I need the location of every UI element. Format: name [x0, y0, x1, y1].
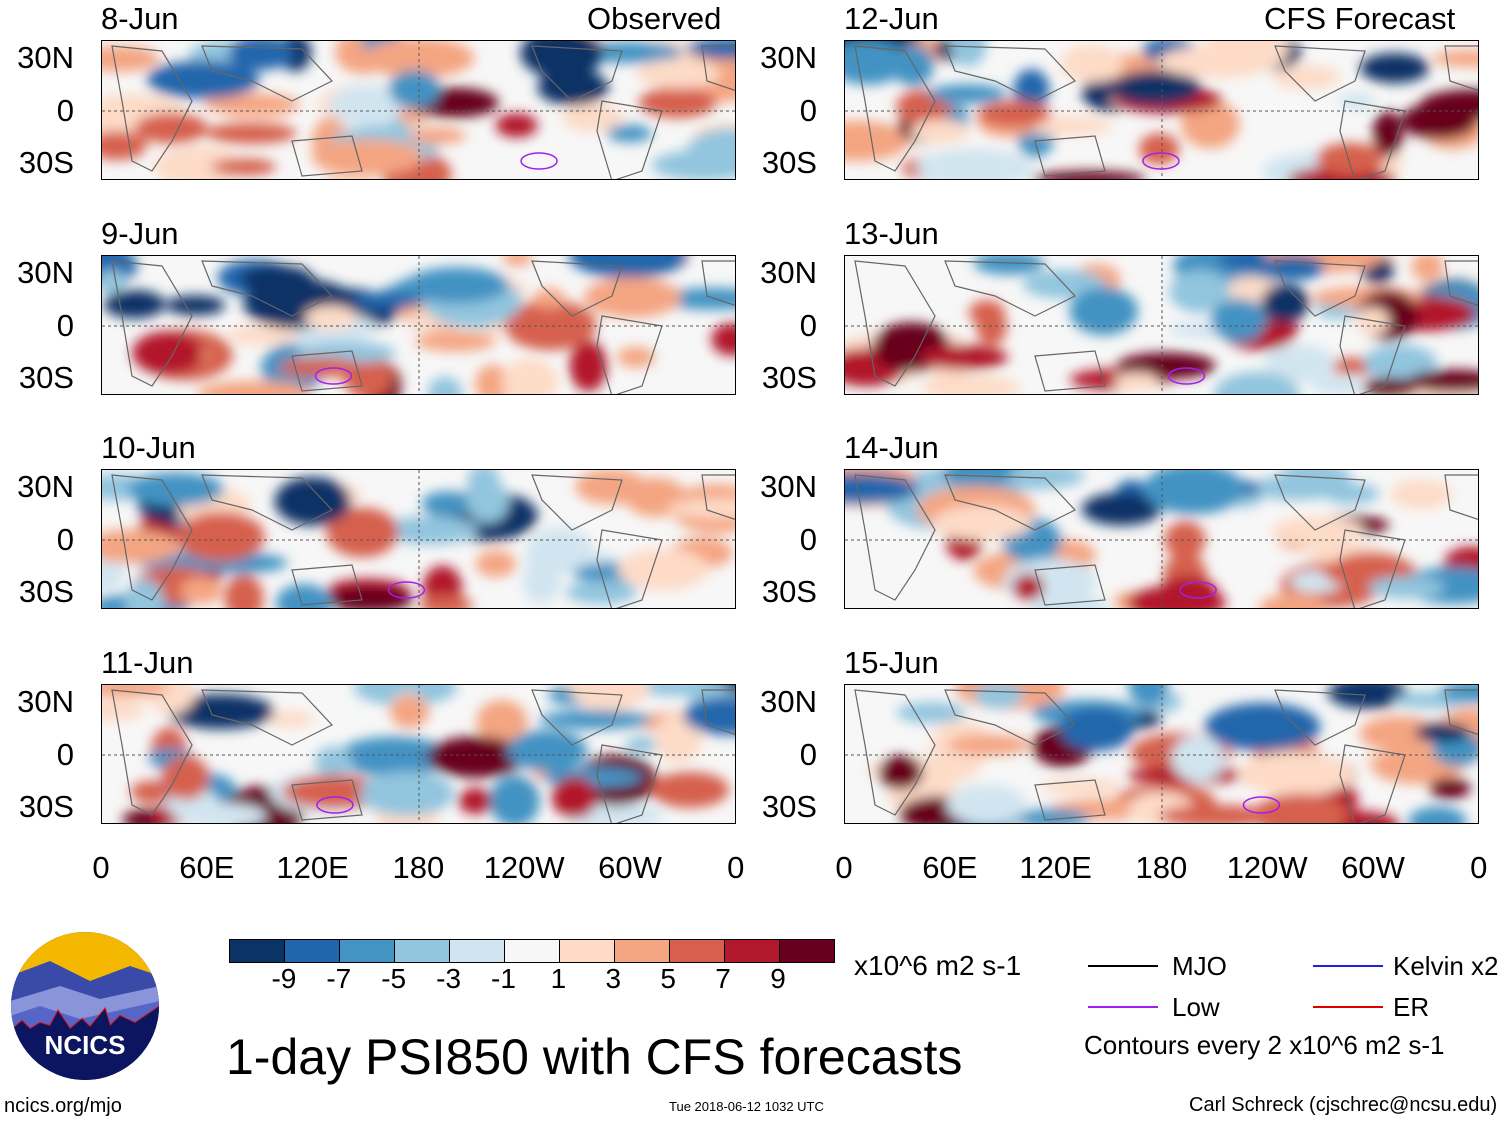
colorbar-label: 7 — [715, 963, 731, 994]
lon-label: 120E — [1019, 850, 1092, 885]
panel-date: 9-Jun — [101, 216, 179, 251]
lat-label: 0 — [56, 308, 74, 343]
observed-label: Observed — [587, 1, 722, 36]
panel-date: 14-Jun — [844, 430, 939, 465]
colorbar-label: -9 — [271, 963, 297, 994]
lon-label: 120W — [1226, 850, 1308, 885]
lat-label: 30N — [17, 255, 74, 290]
lat-label: 30S — [18, 574, 74, 609]
colorbar-label: 1 — [550, 963, 567, 994]
lat-label: 30N — [17, 40, 74, 75]
lat-label: 30N — [17, 469, 74, 504]
map-panel — [844, 684, 1479, 824]
map-panel — [844, 255, 1479, 395]
figure-title: 1-day PSI850 with CFS forecasts — [226, 1029, 963, 1085]
panel-date: 15-Jun — [844, 645, 939, 680]
lat-label: 30N — [760, 684, 817, 719]
lat-label: 30N — [760, 40, 817, 75]
colorbar-label: 3 — [605, 963, 622, 994]
map-panel — [844, 40, 1479, 180]
lat-label: 30S — [18, 360, 74, 395]
lat-label: 0 — [56, 522, 74, 557]
panel-date: 12-Jun — [844, 1, 939, 36]
lon-label: 120E — [276, 850, 349, 885]
lat-label: 30N — [17, 684, 74, 719]
footer-credit: Carl Schreck (cjschrec@ncsu.edu) — [1189, 1094, 1498, 1116]
colorbar-label: 5 — [660, 963, 676, 994]
panel-date: 11-Jun — [101, 645, 194, 680]
legend-low: Low — [1172, 992, 1220, 1022]
mjo-line — [1088, 965, 1158, 967]
map-panel — [101, 469, 736, 609]
lat-label: 0 — [799, 93, 817, 128]
lon-label: 60E — [922, 850, 978, 885]
lat-label: 0 — [56, 93, 74, 128]
footer-url[interactable]: ncics.org/mjo — [4, 1095, 122, 1117]
colorbar-swatch — [725, 940, 780, 962]
map-panel — [101, 684, 736, 824]
colorbar-swatch — [780, 940, 834, 962]
lon-label: 60W — [598, 850, 662, 885]
lat-label: 30N — [760, 255, 817, 290]
colorbar-swatch — [670, 940, 725, 962]
low-line — [1088, 1006, 1158, 1008]
er-line — [1313, 1006, 1383, 1008]
map-panel — [844, 469, 1479, 609]
colorbar-swatch — [395, 940, 450, 962]
footer-timestamp: Tue 2018-06-12 1032 UTC — [669, 1099, 824, 1114]
lat-label: 30S — [18, 789, 74, 824]
colorbar-units: x10^6 m2 s-1 — [854, 950, 1022, 981]
colorbar-label: -7 — [326, 963, 352, 994]
colorbar-label: 9 — [770, 963, 786, 994]
colorbar — [229, 939, 835, 963]
lon-label: 60W — [1341, 850, 1405, 885]
ncics-logo: NCICS — [11, 932, 159, 1080]
lat-label: 0 — [799, 522, 817, 557]
lon-label: 180 — [392, 850, 445, 885]
legend-mjo: MJO — [1172, 951, 1227, 981]
panel-date: 13-Jun — [844, 216, 939, 251]
lon-label: 0 — [92, 850, 110, 885]
legend: MJO Kelvin x2 Low ER — [1088, 951, 1508, 1031]
lat-label: 0 — [799, 737, 817, 772]
lon-label: 180 — [1135, 850, 1188, 885]
lon-label: 60E — [179, 850, 235, 885]
lat-label: 30S — [761, 360, 817, 395]
lat-label: 30S — [761, 789, 817, 824]
lat-label: 30S — [761, 145, 817, 180]
lat-label: 30N — [760, 469, 817, 504]
lat-label: 0 — [56, 737, 74, 772]
contour-note: Contours every 2 x10^6 m2 s-1 — [1084, 1030, 1445, 1060]
forecast-label: CFS Forecast — [1264, 1, 1456, 36]
colorbar-swatch — [285, 940, 340, 962]
panel-date: 8-Jun — [101, 1, 179, 36]
colorbar-label: -5 — [381, 963, 407, 994]
colorbar-swatch — [615, 940, 670, 962]
logo-text: NCICS — [45, 1030, 126, 1060]
kelvin-line — [1313, 965, 1383, 967]
colorbar-swatch — [230, 940, 285, 962]
lat-label: 30S — [18, 145, 74, 180]
lon-label: 0 — [727, 850, 745, 885]
colorbar-swatch — [505, 940, 560, 962]
lon-label: 0 — [1470, 850, 1488, 885]
legend-kelvin: Kelvin x2 — [1393, 951, 1499, 981]
lat-label: 30S — [761, 574, 817, 609]
map-panel — [101, 255, 736, 395]
colorbar-label: -1 — [491, 963, 516, 994]
lon-label: 120W — [483, 850, 565, 885]
colorbar-swatch — [340, 940, 395, 962]
lat-label: 0 — [799, 308, 817, 343]
map-panel — [101, 40, 736, 180]
colorbar-swatch — [450, 940, 505, 962]
panel-date: 10-Jun — [101, 430, 196, 465]
lon-label: 0 — [835, 850, 853, 885]
colorbar-label: -3 — [436, 963, 462, 994]
colorbar-swatch — [560, 940, 615, 962]
legend-er: ER — [1393, 992, 1430, 1022]
